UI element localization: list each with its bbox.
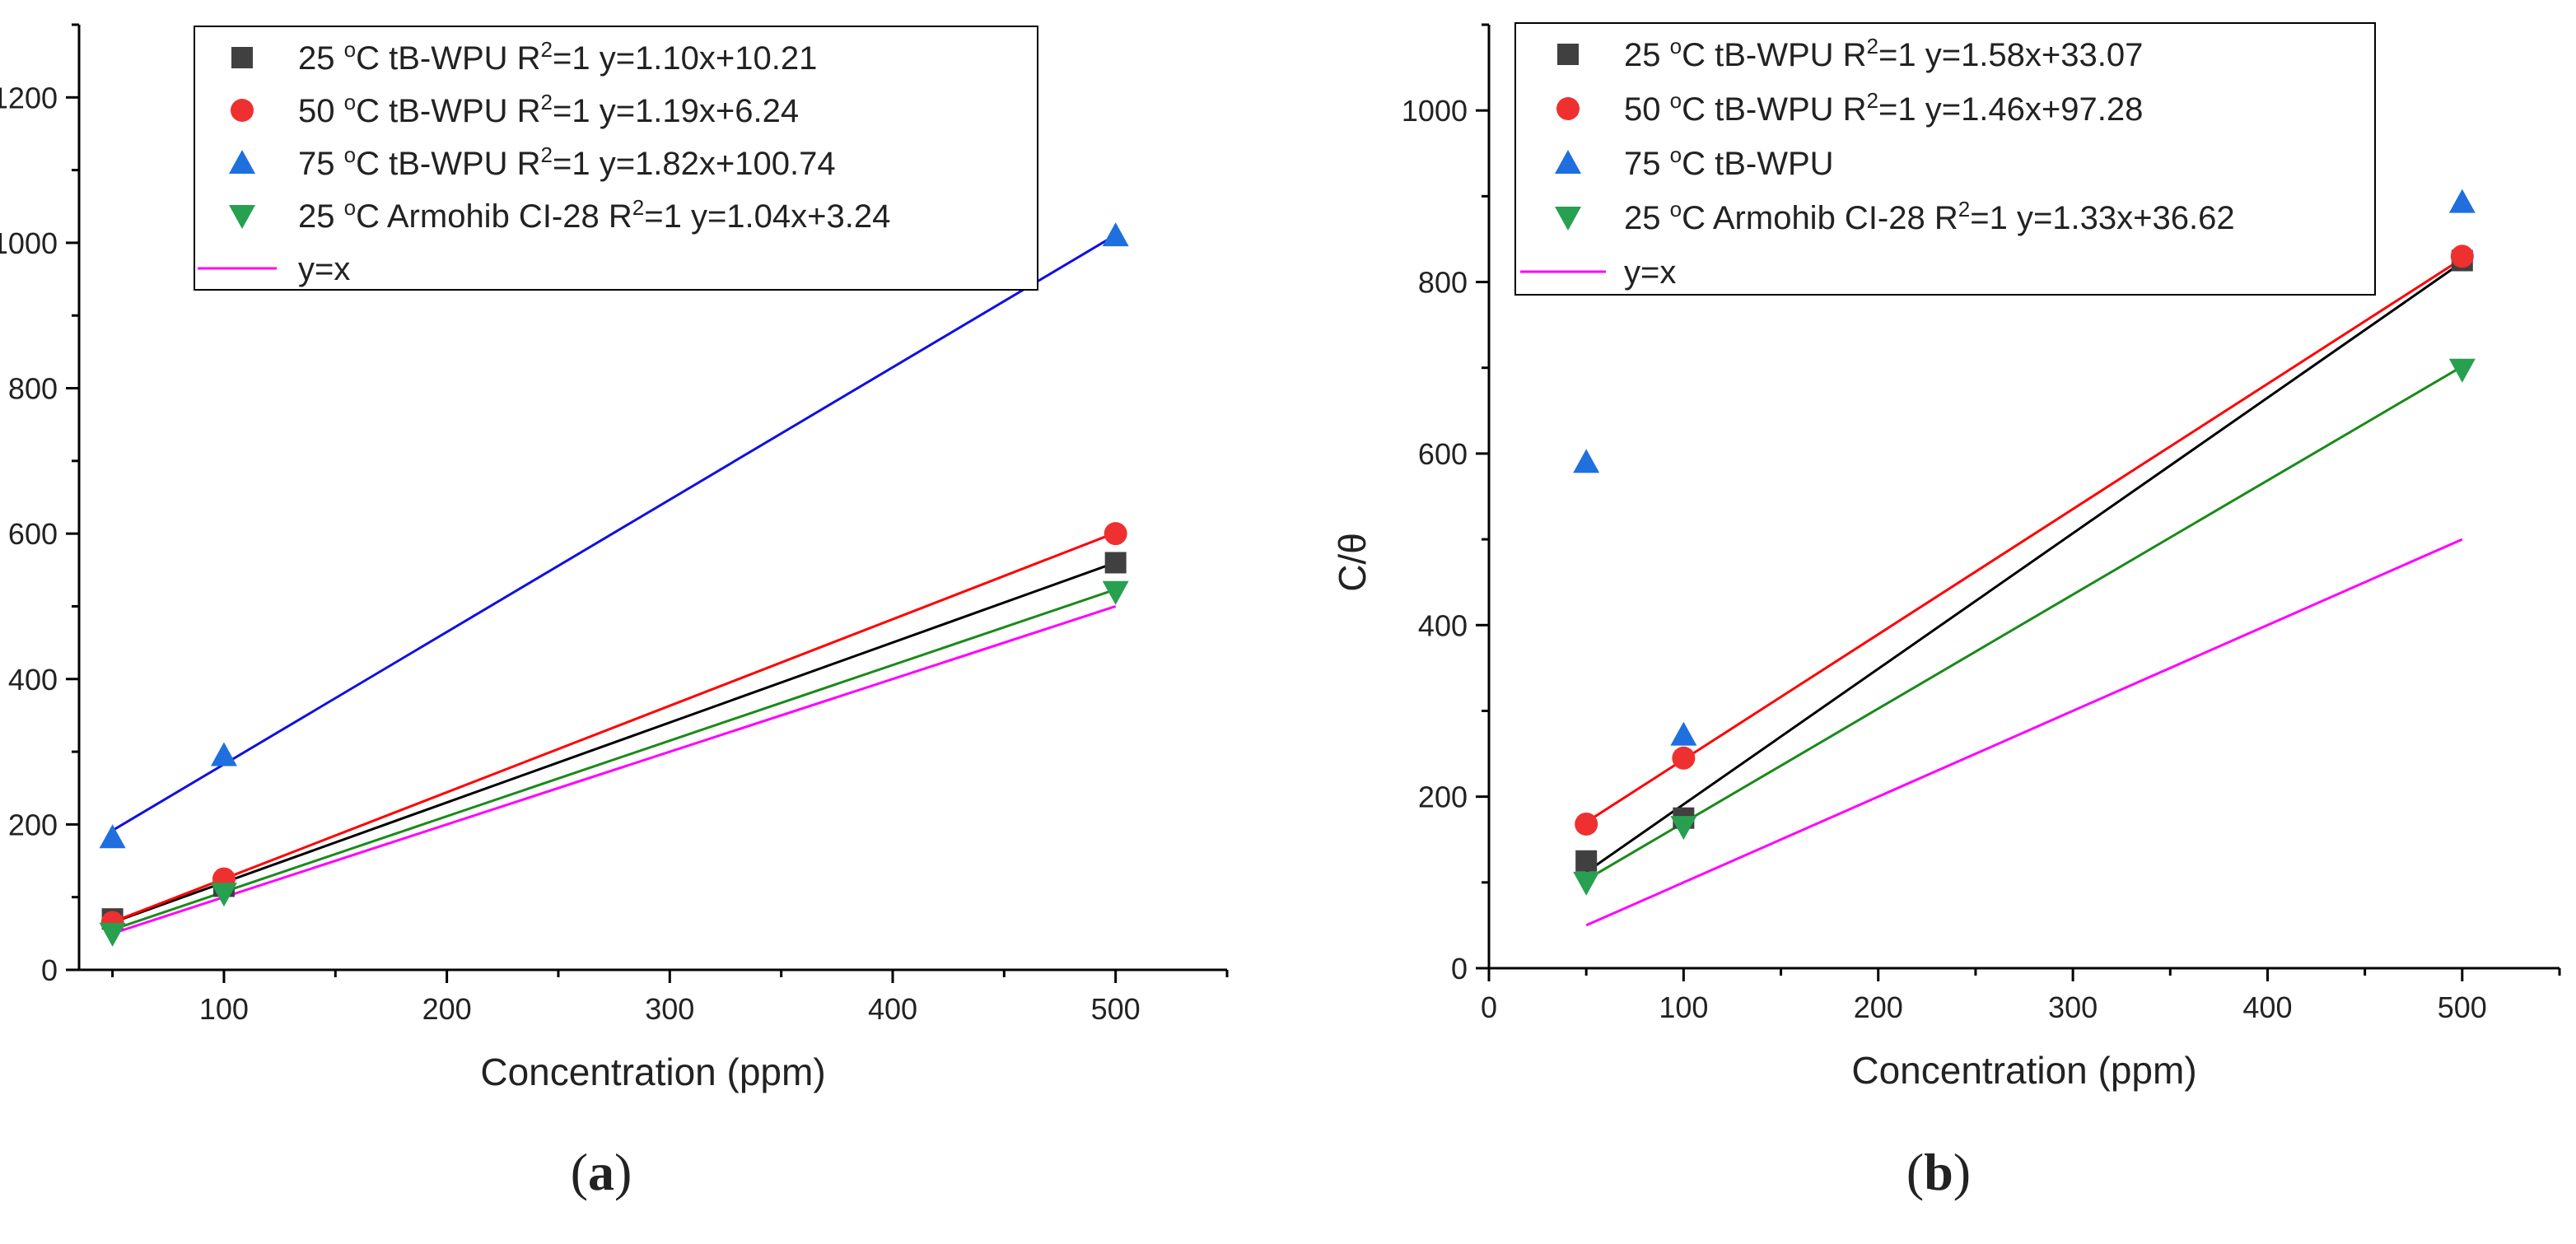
x-tick-label: 300 xyxy=(2048,990,2098,1024)
y-tick-label: 0 xyxy=(1451,952,1468,985)
x-tick-label: 500 xyxy=(1091,992,1141,1026)
y-tick-label: 400 xyxy=(8,663,58,697)
data-point-75-c-tb-wpu xyxy=(1670,721,1697,746)
data-point-25-c-armohib-ci-28 xyxy=(2448,358,2476,383)
legend-swatch xyxy=(1557,44,1579,65)
data-point-25-c-armohib-ci-28 xyxy=(99,922,126,947)
panel-label: (b) xyxy=(1906,1143,1971,1201)
legend-box xyxy=(194,26,1038,291)
x-tick-label: 200 xyxy=(1854,990,1903,1024)
data-point-25-c-armohib-ci-28 xyxy=(210,883,237,907)
legend-label: 75 oC tB-WPU xyxy=(1624,142,1834,182)
y-tick-label: 400 xyxy=(1418,608,1468,642)
x-axis-label: Concentration (ppm) xyxy=(1851,1049,2196,1092)
legend-label: 50 oC tB-WPU R2=1 y=1.46x+97.28 xyxy=(1624,88,2143,128)
fit-line-25-c-tb-wpu xyxy=(1585,261,2463,874)
x-tick-label: 300 xyxy=(645,992,694,1026)
data-point-75-c-tb-wpu xyxy=(1573,449,1600,473)
y-tick-label: 1000 xyxy=(1402,94,1468,128)
legend-label: 25 oC tB-WPU R2=1 y=1.58x+33.07 xyxy=(1624,34,2143,73)
y-tick-label: 1200 xyxy=(0,81,58,114)
data-point-50-c-tb-wpu xyxy=(1672,746,1696,770)
legend-swatch xyxy=(231,99,254,122)
data-point-50-c-tb-wpu xyxy=(2450,245,2474,268)
legend-label: 50 oC tB-WPU R2=1 y=1.19x+6.24 xyxy=(298,90,799,129)
y-axis-label: C/θ xyxy=(1331,533,1374,592)
legend-label: 75 oC tB-WPU R2=1 y=1.82x+100.74 xyxy=(298,142,836,182)
legend-label: y=x xyxy=(298,251,350,287)
data-point-75-c-tb-wpu xyxy=(210,742,237,766)
x-tick-label: 100 xyxy=(1659,990,1708,1024)
panel-label: (a) xyxy=(571,1143,632,1201)
fit-line-y-x xyxy=(112,605,1117,935)
fit-line-y-x xyxy=(1585,538,2463,927)
legend-swatch xyxy=(1555,207,1581,231)
data-point-75-c-tb-wpu xyxy=(2448,189,2476,213)
y-tick-label: 600 xyxy=(1418,437,1468,471)
y-tick-label: 200 xyxy=(1418,780,1468,814)
legend-swatch xyxy=(1555,150,1581,174)
legend-swatch xyxy=(1556,97,1580,120)
fit-line-25-c-armohib-ci-28 xyxy=(1585,365,2463,881)
fit-line-25-c-armohib-ci-28 xyxy=(112,588,1117,931)
legend-label: y=x xyxy=(1624,254,1676,291)
x-tick-label: 100 xyxy=(199,992,249,1026)
legend-swatch xyxy=(229,150,255,174)
x-tick-label: 200 xyxy=(422,992,472,1026)
legend-swatch xyxy=(229,205,255,229)
fit-line-50-c-tb-wpu xyxy=(112,531,1117,924)
data-point-25-c-tb-wpu xyxy=(1104,552,1127,574)
chart-panel-b: 0 100 200 300 400 500 0 200 400 600 800 1000 Concent… xyxy=(1331,22,2561,1201)
legend-box xyxy=(1514,22,2376,296)
x-tick-label: 400 xyxy=(2242,990,2292,1024)
x-tick-label: 400 xyxy=(868,992,917,1026)
data-point-50-c-tb-wpu xyxy=(1104,522,1127,546)
legend-label: 25 oC Armohib CI-28 R2=1 y=1.04x+3.24 xyxy=(298,195,890,235)
data-point-75-c-tb-wpu xyxy=(99,824,126,849)
fit-line-50-c-tb-wpu xyxy=(1585,257,2463,823)
data-point-25-c-armohib-ci-28 xyxy=(1670,816,1697,841)
chart-panel-a: 100 200 300 400 500 0 200 400 600 800 1000 1200 Conc… xyxy=(0,23,1229,1201)
legend-swatch xyxy=(231,47,253,68)
data-point-25-c-armohib-ci-28 xyxy=(1102,580,1129,605)
y-tick-label: 0 xyxy=(41,953,58,987)
legend-label: 25 oC tB-WPU R2=1 y=1.10x+10.21 xyxy=(298,37,817,77)
data-point-25-c-armohib-ci-28 xyxy=(1573,871,1600,896)
x-tick-label: 500 xyxy=(2438,990,2487,1024)
fit-line-75-c-tb-wpu xyxy=(111,234,1117,832)
legend-label: 25 oC Armohib CI-28 R2=1 y=1.33x+36.62 xyxy=(1624,197,2235,236)
y-tick-label: 1000 xyxy=(0,226,58,260)
y-tick-label: 600 xyxy=(8,517,58,551)
data-point-50-c-tb-wpu xyxy=(1575,812,1598,836)
data-point-25-c-tb-wpu xyxy=(1575,850,1598,872)
y-tick-label: 200 xyxy=(8,808,58,841)
x-axis-label: Concentration (ppm) xyxy=(480,1051,825,1093)
data-point-75-c-tb-wpu xyxy=(1102,222,1129,247)
y-tick-label: 800 xyxy=(1418,266,1468,300)
x-tick-label: 0 xyxy=(1481,990,1497,1024)
y-tick-label: 800 xyxy=(8,372,58,406)
fit-line-25-c-tb-wpu xyxy=(112,561,1117,924)
